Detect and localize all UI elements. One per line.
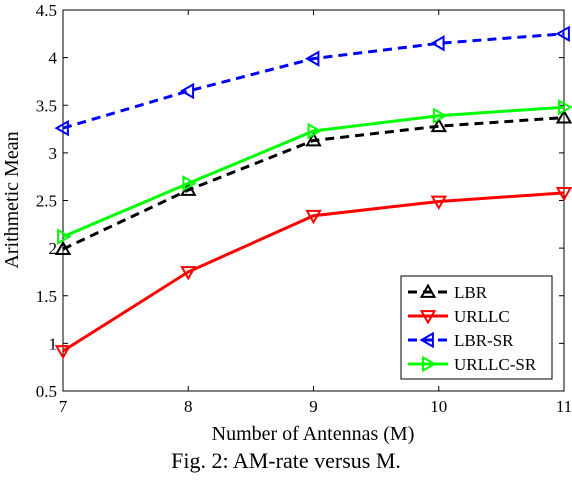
legend-label: URLLC: [454, 307, 510, 326]
data-point: [54, 240, 72, 255]
data-point: [555, 25, 570, 43]
legend-label: LBR: [454, 283, 488, 302]
data-point: [54, 345, 72, 360]
series-line: [62, 105, 565, 239]
y-tick-label: 4.5: [36, 1, 57, 20]
y-tick-label: 3.5: [36, 96, 57, 115]
data-point: [179, 82, 195, 100]
data-point: [182, 175, 197, 192]
data-point: [307, 122, 323, 140]
series-lbr-sr: [54, 25, 570, 137]
data-point: [555, 109, 572, 124]
data-point: [305, 209, 322, 225]
legend-label: URLLC-SR: [454, 355, 537, 374]
x-tick-label: 11: [556, 397, 572, 416]
y-tick-label: 2.5: [36, 192, 57, 211]
legend-marker: [419, 331, 434, 349]
series-lbr: [54, 109, 572, 255]
data-point: [430, 117, 448, 133]
x-axis-label: Number of Antennas (M): [212, 423, 415, 445]
y-tick-label: 1: [49, 334, 58, 353]
x-axis: 7 8 9 10 11: [59, 10, 572, 416]
legend-marker: [419, 283, 437, 298]
x-tick-label: 10: [430, 397, 447, 416]
data-point: [180, 266, 197, 281]
legend-marker: [422, 355, 437, 373]
series-urllc: [54, 187, 572, 360]
y-tick-label: 3: [49, 144, 58, 163]
figure-caption: Fig. 2: AM-rate versus M.: [171, 448, 401, 473]
data-point: [432, 107, 448, 124]
data-point: [430, 195, 448, 211]
y-tick-label: 4: [49, 49, 58, 68]
data-point: [54, 119, 69, 137]
x-tick-label: 8: [184, 397, 193, 416]
legend-label: LBR-SR: [454, 331, 514, 350]
legend: LBR URLLC LBR-SR URLLC-SR: [400, 275, 553, 380]
data-point: [305, 131, 322, 147]
y-axis: 0.5 1 1.5 2 2.5 3 3.5 4 4.5: [36, 1, 564, 401]
x-tick-label: 9: [309, 397, 318, 416]
series-urllc-sr: [57, 98, 572, 245]
y-axis-label: Arithmetic Mean: [1, 131, 23, 268]
series-line: [62, 32, 565, 130]
data-point: [558, 98, 572, 116]
y-tick-label: 2: [49, 239, 58, 258]
series-layer: [54, 25, 572, 360]
data-point: [555, 187, 572, 202]
y-tick-label: 1.5: [36, 287, 57, 306]
series-line: [62, 116, 565, 251]
data-point: [304, 50, 320, 67]
series-line: [62, 191, 565, 353]
y-tick-label: 0.5: [36, 382, 57, 401]
legend-marker: [419, 310, 437, 325]
x-tick-label: 7: [59, 397, 68, 416]
data-point: [430, 35, 445, 52]
data-point: [57, 228, 72, 245]
